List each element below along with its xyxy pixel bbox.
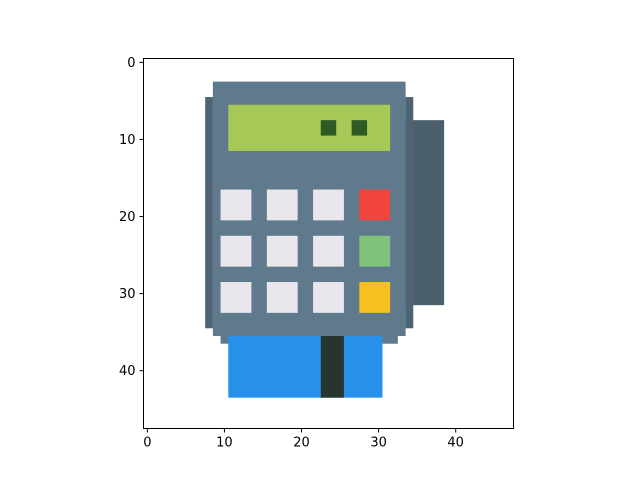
card-stripe xyxy=(320,336,344,398)
y-tick-label: 0 xyxy=(127,56,135,71)
key-clear xyxy=(359,282,391,313)
key-9 xyxy=(313,282,344,313)
card xyxy=(228,336,383,398)
key-2 xyxy=(266,189,298,221)
y-tick-label: 20 xyxy=(119,210,136,225)
key-6 xyxy=(313,235,344,267)
key-cancel xyxy=(359,189,391,221)
key-5 xyxy=(266,235,298,267)
image-layer xyxy=(143,58,514,429)
x-tick-label: 40 xyxy=(447,436,464,451)
body-right xyxy=(405,97,414,329)
body-left xyxy=(205,97,213,329)
screen-pixel-2 xyxy=(351,120,368,136)
axes-frame xyxy=(143,58,514,429)
key-4 xyxy=(220,235,252,267)
key-7 xyxy=(220,282,252,313)
x-axis: 0 10 20 30 40 xyxy=(143,428,464,451)
y-tick-label: 10 xyxy=(119,133,136,148)
x-tick-label: 0 xyxy=(143,436,151,451)
x-tick-label: 30 xyxy=(370,436,387,451)
screen-pixel-1 xyxy=(320,120,337,136)
x-tick-label: 10 xyxy=(216,436,233,451)
x-tick-label: 20 xyxy=(293,436,310,451)
key-enter xyxy=(359,235,391,267)
key-3 xyxy=(313,189,344,221)
y-tick-label: 30 xyxy=(119,287,136,302)
key-8 xyxy=(266,282,298,313)
key-1 xyxy=(220,189,252,221)
y-axis: 0 10 20 30 40 xyxy=(119,56,144,379)
y-tick-label: 40 xyxy=(119,364,136,379)
